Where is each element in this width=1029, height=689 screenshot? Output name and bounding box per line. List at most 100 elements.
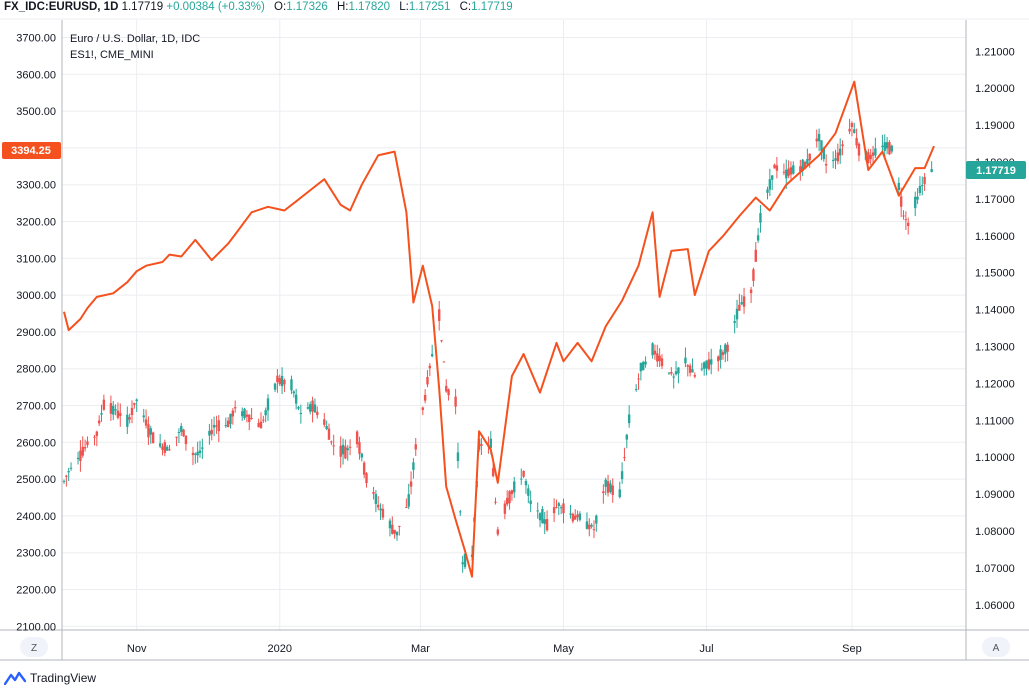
candle-body: [651, 343, 654, 356]
left-tick-label: 3000.00: [16, 290, 56, 302]
left-axis-ticks: 3700.003600.003500.003400.003300.003200.…: [16, 33, 56, 634]
x-tick-label: 2020: [267, 643, 291, 655]
candle-body: [855, 137, 858, 146]
candle-body: [609, 483, 612, 492]
candle-body: [339, 445, 342, 457]
candle-body: [806, 159, 809, 165]
candle-body: [724, 344, 727, 354]
candle-body: [250, 417, 253, 419]
candle-body: [803, 161, 807, 169]
candle-body: [602, 491, 605, 494]
candle-body: [571, 513, 575, 522]
candle-body: [355, 431, 359, 445]
candle-body: [726, 344, 729, 352]
candle-body: [916, 196, 919, 200]
candle-body: [660, 358, 664, 367]
candle-body: [224, 425, 228, 427]
candle-body: [69, 467, 73, 469]
right-tick-label: 1.14000: [975, 305, 1015, 317]
candle-body: [773, 164, 776, 169]
scale-left-button-bg: [20, 637, 48, 657]
candle-body: [196, 451, 199, 456]
candle-body: [494, 501, 497, 503]
candle-body: [717, 356, 720, 362]
candle-body: [527, 488, 530, 496]
candle-body: [620, 471, 624, 480]
candle-body: [428, 365, 432, 369]
candle-body: [897, 182, 901, 191]
candle-body: [503, 503, 507, 514]
high-label: H:: [336, 1, 349, 13]
auto-scale-button[interactable]: A: [982, 637, 1010, 657]
left-tick-label: 2900.00: [16, 327, 56, 339]
x-tick-label: Nov: [127, 643, 147, 655]
candle-body: [611, 485, 614, 495]
candle-body: [128, 417, 131, 420]
candle-body: [881, 145, 884, 148]
x-axis-ticks: Nov 2020 Mar May Jul Sep: [127, 643, 862, 655]
candle-body: [907, 222, 910, 226]
change-value: +0.00384 (+0.33%): [166, 1, 265, 13]
footer-brand[interactable]: TradingView: [4, 669, 96, 687]
candle-body: [119, 412, 122, 417]
candle-body: [770, 175, 774, 180]
candle-body: [405, 506, 408, 508]
candle-body: [658, 355, 661, 362]
candle-body: [365, 473, 368, 484]
candle-body: [421, 407, 424, 410]
candle-body: [161, 446, 164, 450]
candle-body: [921, 185, 924, 187]
candle-body: [867, 152, 870, 163]
right-tick-label: 1.21000: [975, 46, 1015, 58]
left-tick-label: 3300.00: [16, 180, 56, 192]
last-price: 1.17719: [121, 1, 164, 13]
high-value: 1.17820: [348, 1, 391, 13]
eurusd-candles: [62, 118, 933, 573]
candle-body: [576, 514, 579, 518]
candle-body: [623, 457, 626, 459]
candle-body: [133, 402, 136, 405]
candle-body: [754, 249, 757, 262]
x-tick-label: Sep: [842, 643, 862, 655]
auto-scale-button-label: A: [993, 643, 1000, 654]
candle-body: [693, 375, 697, 377]
candle-body: [283, 380, 286, 385]
candle-body: [508, 491, 511, 504]
candle-body: [126, 414, 129, 427]
left-tick-label: 3500.00: [16, 106, 56, 118]
candle-body: [135, 399, 138, 401]
candle-body: [393, 529, 396, 534]
scale-left-button[interactable]: Z: [20, 637, 48, 657]
candle-body: [841, 144, 844, 147]
candle-body: [379, 508, 382, 511]
candle-body: [536, 510, 539, 512]
candle-body: [674, 371, 678, 375]
candle-body: [459, 511, 462, 513]
candle-body: [280, 376, 284, 387]
x-tick-label: Mar: [411, 643, 430, 655]
candle-body: [245, 414, 249, 417]
candle-body: [686, 365, 689, 367]
candle-body: [97, 420, 101, 424]
candle-body: [705, 360, 708, 369]
es-overlay-line: [63, 80, 935, 578]
candle-body: [831, 159, 835, 161]
right-tick-label: 1.19000: [975, 120, 1015, 132]
axes: [0, 18, 1029, 661]
symbol-name[interactable]: FX_IDC:EURUSD, 1D: [4, 1, 119, 13]
candle-body: [923, 176, 926, 184]
symbol-header: FX_IDC:EURUSD, 1D 1.17719 +0.00384 (+0.3…: [4, 1, 513, 17]
candle-body: [653, 350, 657, 355]
candle-body: [775, 165, 779, 171]
candle-body: [801, 159, 804, 171]
candle-body: [426, 376, 429, 385]
candle-body: [395, 531, 399, 536]
candle-body: [191, 452, 195, 456]
candle-body: [522, 471, 525, 477]
candle-body: [904, 219, 908, 221]
open-label: O:: [274, 1, 287, 13]
candle-body: [294, 394, 298, 404]
candle-body: [738, 304, 741, 311]
candle-body: [883, 142, 886, 151]
